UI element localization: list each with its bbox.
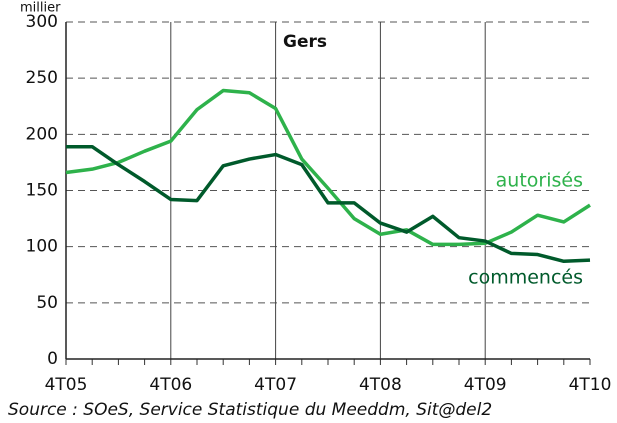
chart-title: Gers <box>283 32 327 52</box>
series-line <box>65 88 591 247</box>
series-line <box>66 144 591 264</box>
y-tick-label: 300 <box>26 12 58 32</box>
x-tick-label: 4T08 <box>359 375 402 395</box>
unit-label: millier <box>20 1 61 16</box>
x-tick-label: 4T09 <box>464 375 507 395</box>
y-tick-label: 200 <box>26 124 58 144</box>
y-tick-label: 150 <box>26 181 58 201</box>
y-tick-label: 50 <box>36 293 58 313</box>
x-tick-label: 4T05 <box>45 375 88 395</box>
series-label: commencés <box>468 267 583 289</box>
y-tick-label: 100 <box>26 237 58 257</box>
x-tick-label: 4T10 <box>569 375 612 395</box>
source: Source : SOeS, Service Statistique du Me… <box>8 400 492 420</box>
x-tick-label: 4T06 <box>149 375 192 395</box>
x-tick-label: 4T07 <box>254 375 297 395</box>
y-tick-label: 250 <box>26 68 58 88</box>
series-label: autorisés <box>496 170 583 192</box>
y-tick-label: 0 <box>47 349 58 369</box>
